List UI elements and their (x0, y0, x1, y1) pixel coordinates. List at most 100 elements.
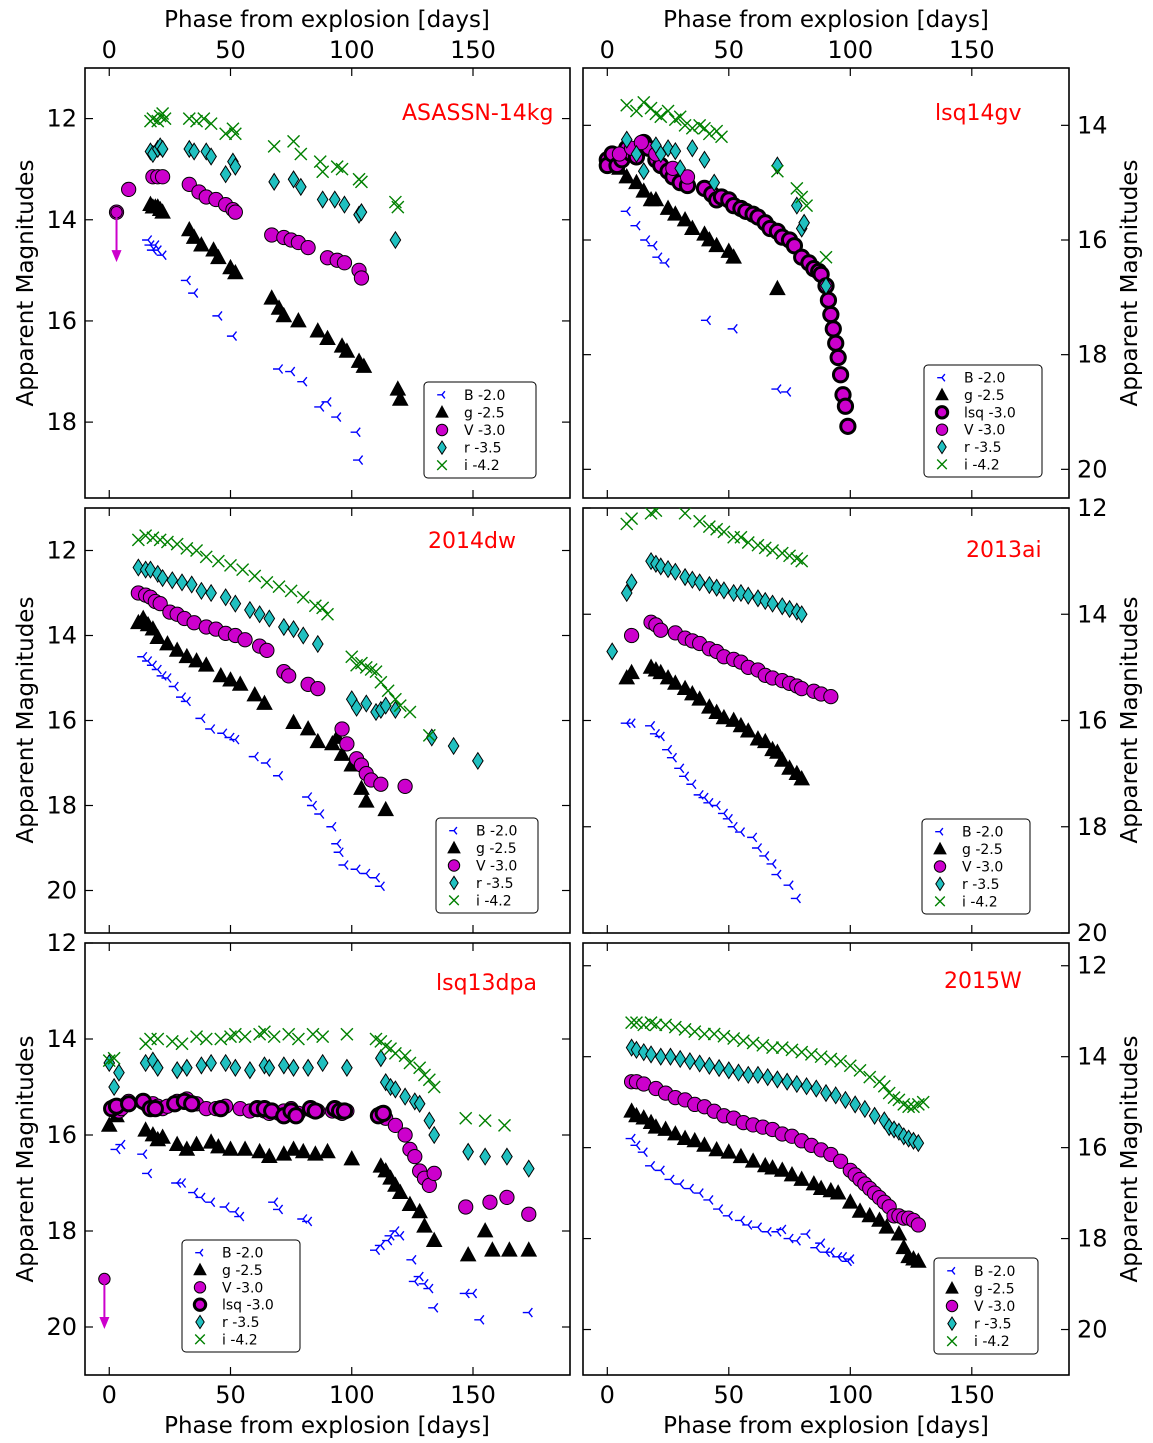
data-point (275, 306, 293, 323)
data-point (166, 571, 179, 590)
legend-marker (947, 1316, 957, 1332)
panel-title: 2013ai (966, 538, 1042, 563)
data-point (783, 880, 794, 891)
data-point (708, 703, 725, 719)
data-point (360, 868, 371, 879)
data-point (859, 1099, 871, 1119)
legend-marker (934, 896, 946, 907)
data-point (836, 397, 855, 415)
data-point (744, 1152, 762, 1168)
data-point (282, 1027, 296, 1041)
data-point (637, 1147, 648, 1158)
data-point (374, 1104, 392, 1123)
series-i (625, 1016, 930, 1114)
x-tick-label: 150 (450, 1381, 496, 1409)
data-point (752, 1065, 764, 1085)
data-point (659, 257, 670, 268)
data-point (620, 206, 631, 217)
data-point (698, 792, 709, 803)
y-tick-label: 18 (46, 1217, 77, 1245)
data-point (248, 569, 262, 583)
data-point (761, 1226, 772, 1237)
data-point (766, 544, 780, 557)
data-point (625, 718, 636, 729)
data-point (620, 130, 633, 149)
y-tick-label: 20 (1077, 1316, 1108, 1344)
data-point (313, 155, 327, 169)
data-point (156, 139, 169, 159)
data-point (422, 728, 436, 742)
data-point (669, 141, 682, 161)
data-point (654, 1047, 667, 1066)
data-point (422, 1073, 436, 1087)
data-point (388, 1046, 402, 1060)
data-point (257, 1025, 271, 1039)
legend-label: r -3.5 (222, 1315, 260, 1331)
legend-label: B -2.0 (962, 825, 1003, 841)
y-tick-label: 12 (46, 929, 77, 957)
data-point (343, 1150, 361, 1166)
data-point (759, 851, 770, 861)
data-point (472, 751, 484, 771)
y-tick-label: 14 (46, 1025, 77, 1053)
data-point (195, 713, 206, 724)
data-point (766, 594, 779, 613)
data-point (309, 322, 327, 338)
data-point (248, 751, 259, 762)
legend-marker (448, 895, 460, 906)
data-points (100, 1025, 538, 1325)
data-point (652, 663, 670, 680)
data-point (625, 512, 639, 526)
data-point (375, 1049, 387, 1068)
data-point (219, 127, 233, 141)
data-point (664, 1174, 675, 1185)
data-point (306, 1102, 324, 1120)
data-point (359, 660, 373, 674)
y-tick-label: 16 (46, 707, 77, 735)
y-tick-label: 14 (1077, 600, 1108, 628)
data-point (334, 721, 350, 737)
data-point (319, 329, 336, 346)
data-point (195, 1192, 206, 1203)
data-point (722, 813, 733, 824)
data-point (776, 1224, 787, 1235)
y-tick-label: 14 (46, 206, 77, 234)
data-point (722, 1210, 733, 1221)
data-point (219, 588, 232, 607)
data-point (272, 580, 286, 594)
data-point (234, 1211, 245, 1222)
legend-label: g -2.5 (476, 841, 517, 857)
data-point (236, 563, 250, 577)
data-point (718, 581, 730, 600)
data-point (717, 525, 731, 539)
data-point (151, 245, 162, 256)
data-point (321, 607, 334, 621)
legend: B -2.0g -2.5 V -3.0r -3.5i -4.2 (921, 818, 1031, 915)
data-point (795, 605, 808, 624)
data-point (878, 1218, 896, 1234)
data-point (630, 1140, 641, 1151)
data-point (645, 1160, 656, 1171)
series-B (620, 718, 801, 904)
data-point (306, 800, 318, 811)
data-point (810, 1242, 821, 1253)
data-point (498, 1118, 512, 1132)
panel-title: lsq13dpa (436, 971, 537, 996)
data-point (693, 573, 706, 592)
data-point (625, 573, 638, 592)
data-point (425, 1231, 443, 1248)
data-point (302, 1216, 313, 1227)
data-point (630, 144, 643, 164)
data-point (676, 211, 694, 227)
data-point (720, 1143, 738, 1159)
panel-6: 12 14 16 18 20 0 50 100 150 2015W B -2.0g -2.5 V -3… (582, 942, 1108, 1409)
data-point (863, 1070, 877, 1084)
data-point (411, 1202, 428, 1219)
data-point (224, 558, 237, 572)
data-point (227, 204, 243, 220)
series-r (132, 558, 484, 771)
data-point (829, 1086, 842, 1105)
data-point (381, 684, 395, 698)
legend-marker (193, 1262, 207, 1276)
data-point (476, 1222, 494, 1238)
